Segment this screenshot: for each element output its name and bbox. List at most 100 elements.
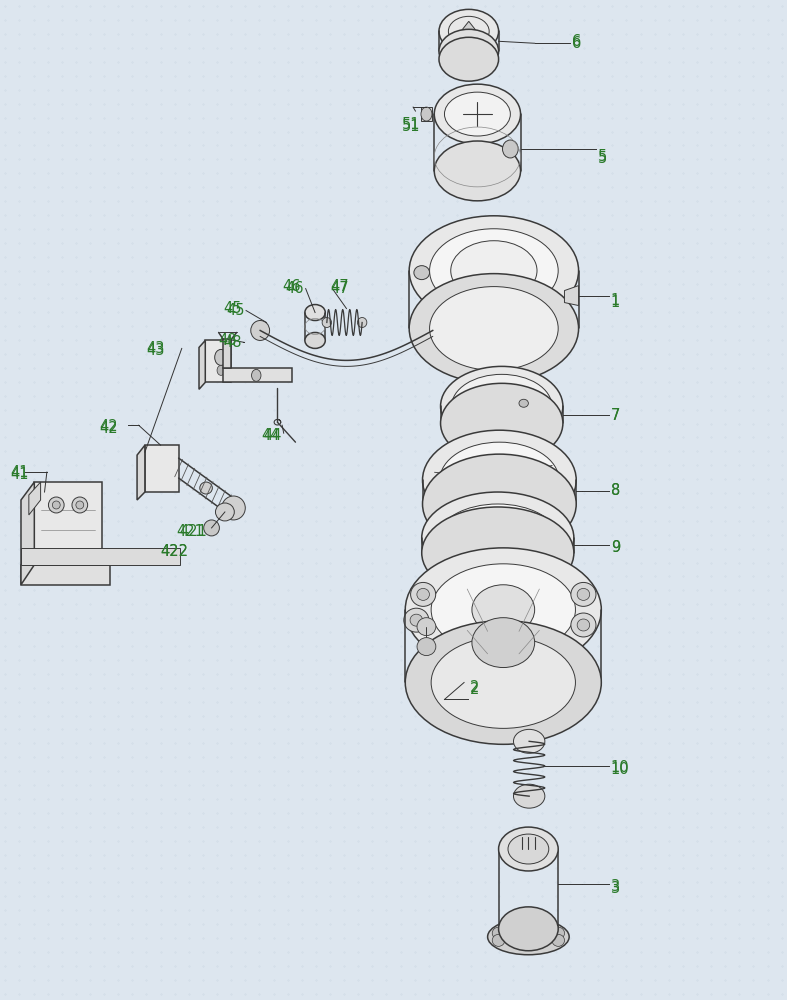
Ellipse shape <box>49 497 64 513</box>
Text: 46: 46 <box>283 279 301 294</box>
Ellipse shape <box>411 582 436 606</box>
Ellipse shape <box>441 383 563 463</box>
Ellipse shape <box>499 827 558 871</box>
Ellipse shape <box>439 29 499 73</box>
Text: 2: 2 <box>470 680 479 695</box>
Ellipse shape <box>472 618 534 668</box>
Text: 42: 42 <box>99 421 117 436</box>
Ellipse shape <box>200 482 212 494</box>
Ellipse shape <box>439 37 499 81</box>
Ellipse shape <box>305 305 325 320</box>
Ellipse shape <box>216 503 235 521</box>
Ellipse shape <box>492 934 504 946</box>
Polygon shape <box>205 340 231 382</box>
Polygon shape <box>224 368 291 382</box>
Ellipse shape <box>417 618 436 636</box>
Ellipse shape <box>472 585 534 635</box>
Text: 421: 421 <box>179 524 207 539</box>
Ellipse shape <box>215 349 227 365</box>
Text: 10: 10 <box>611 762 630 777</box>
Ellipse shape <box>571 613 596 637</box>
Text: 43: 43 <box>146 341 164 356</box>
Polygon shape <box>21 482 35 585</box>
Ellipse shape <box>409 216 578 325</box>
Ellipse shape <box>552 934 564 946</box>
Ellipse shape <box>414 266 430 280</box>
Text: 44: 44 <box>263 428 282 443</box>
Ellipse shape <box>451 241 537 301</box>
Ellipse shape <box>434 84 520 144</box>
Text: 46: 46 <box>286 281 304 296</box>
Ellipse shape <box>405 548 601 672</box>
Text: 3: 3 <box>611 881 620 896</box>
Text: 41: 41 <box>11 467 29 482</box>
Ellipse shape <box>423 430 576 530</box>
Ellipse shape <box>251 320 270 340</box>
Ellipse shape <box>519 399 528 407</box>
Text: 1: 1 <box>611 293 620 308</box>
Ellipse shape <box>513 729 545 753</box>
Ellipse shape <box>217 365 225 375</box>
Ellipse shape <box>503 140 518 158</box>
Text: 422: 422 <box>160 544 188 559</box>
Text: 10: 10 <box>611 760 630 775</box>
Text: 48: 48 <box>218 333 237 348</box>
Text: 51: 51 <box>401 117 419 132</box>
Ellipse shape <box>434 141 520 201</box>
Ellipse shape <box>439 9 499 53</box>
Ellipse shape <box>322 318 331 327</box>
Ellipse shape <box>508 834 549 864</box>
Ellipse shape <box>452 374 552 438</box>
Ellipse shape <box>404 608 429 632</box>
Text: 45: 45 <box>224 301 242 316</box>
Polygon shape <box>224 339 231 368</box>
Ellipse shape <box>431 637 575 728</box>
Ellipse shape <box>72 497 87 513</box>
Polygon shape <box>145 445 179 492</box>
Text: 41: 41 <box>11 465 29 480</box>
Ellipse shape <box>486 394 517 418</box>
Text: 48: 48 <box>224 335 242 350</box>
Text: 422: 422 <box>160 544 188 559</box>
Text: 2: 2 <box>470 682 479 697</box>
Polygon shape <box>564 286 578 306</box>
Ellipse shape <box>440 442 559 518</box>
Ellipse shape <box>417 638 436 656</box>
Text: 42: 42 <box>99 419 117 434</box>
Ellipse shape <box>499 907 558 951</box>
Ellipse shape <box>445 92 510 136</box>
Ellipse shape <box>577 619 589 631</box>
Ellipse shape <box>305 332 325 348</box>
Ellipse shape <box>357 318 367 327</box>
Ellipse shape <box>405 621 601 744</box>
Ellipse shape <box>76 501 83 509</box>
Ellipse shape <box>492 927 504 939</box>
Ellipse shape <box>438 504 557 572</box>
Ellipse shape <box>423 454 576 554</box>
Text: 5: 5 <box>597 151 607 166</box>
Polygon shape <box>137 445 145 500</box>
Polygon shape <box>29 482 41 515</box>
Ellipse shape <box>421 107 432 121</box>
Text: 1: 1 <box>611 295 620 310</box>
Ellipse shape <box>252 369 261 381</box>
Text: 44: 44 <box>261 428 280 443</box>
Text: 9: 9 <box>611 540 620 555</box>
Ellipse shape <box>409 274 578 383</box>
Ellipse shape <box>422 492 574 584</box>
Ellipse shape <box>577 588 589 600</box>
Text: 6: 6 <box>572 36 582 51</box>
Ellipse shape <box>417 588 430 600</box>
Text: 6: 6 <box>572 34 582 49</box>
Ellipse shape <box>441 366 563 446</box>
Ellipse shape <box>410 614 423 626</box>
Text: 8: 8 <box>611 483 620 498</box>
Text: 43: 43 <box>146 343 164 358</box>
Ellipse shape <box>431 564 575 656</box>
Text: 47: 47 <box>331 279 349 294</box>
Polygon shape <box>21 548 180 565</box>
Polygon shape <box>35 482 102 565</box>
Text: 45: 45 <box>226 303 245 318</box>
Ellipse shape <box>204 520 220 536</box>
Polygon shape <box>199 340 205 389</box>
